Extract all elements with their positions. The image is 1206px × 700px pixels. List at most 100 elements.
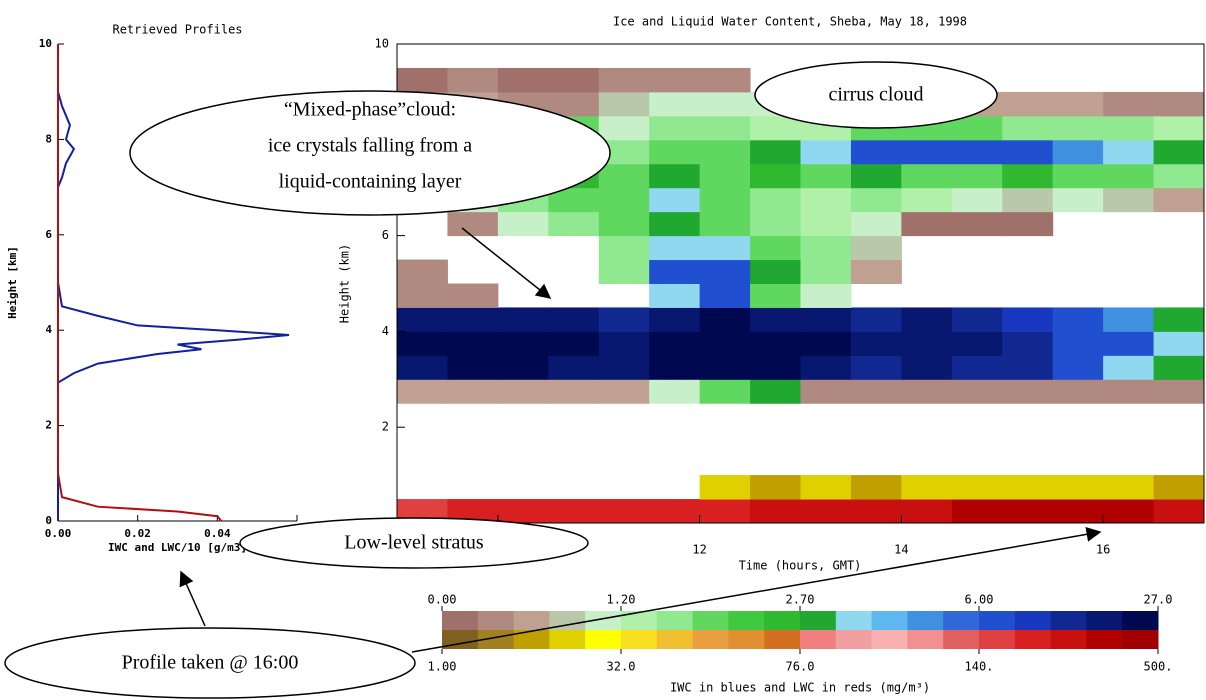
colorbar-cell xyxy=(835,611,873,630)
iwc-cell xyxy=(850,307,902,332)
iwc-cell xyxy=(397,355,448,380)
x-tick-label: 14 xyxy=(894,543,908,557)
iwc-cell xyxy=(1103,307,1155,332)
colorbar-cell xyxy=(943,611,980,630)
colorbar-tick-label: 1.00 xyxy=(428,660,457,674)
colorbar-cell xyxy=(728,630,765,649)
iwc-cell xyxy=(1052,379,1104,404)
iwc-cell xyxy=(699,235,751,261)
iwc-cell xyxy=(397,67,448,93)
iwc-cell xyxy=(750,187,801,213)
colorbar-label: IWC in blues and LWC in reds (mg/m³) xyxy=(670,681,930,695)
callout xyxy=(239,517,589,569)
colorbar-tick-label: 1.20 xyxy=(607,593,636,607)
iwc-cell xyxy=(397,259,448,284)
iwc-cell xyxy=(750,283,801,308)
iwc-cell xyxy=(1153,331,1205,356)
lwc-cell xyxy=(1103,499,1155,524)
y-axis-label: Height (km) xyxy=(338,244,352,323)
callout xyxy=(129,90,611,216)
colorbar-cell xyxy=(585,630,622,649)
iwc-cell xyxy=(649,235,701,261)
profile-line xyxy=(57,44,290,521)
iwc-cell xyxy=(1153,139,1205,165)
iwc-cell xyxy=(901,355,953,380)
iwc-cell xyxy=(598,211,650,237)
iwc-cell xyxy=(1153,187,1205,213)
iwc-cell xyxy=(800,259,852,284)
y-axis-label: Height [km] xyxy=(6,246,19,319)
colorbar-cell xyxy=(1086,630,1123,649)
iwc-cell xyxy=(1153,163,1205,189)
lwc-cell xyxy=(598,499,650,524)
colorbar-cell xyxy=(1014,611,1052,630)
iwc-cell xyxy=(1153,355,1205,380)
iwc-cell xyxy=(649,379,701,404)
callout-text: liquid-containing layer xyxy=(279,171,462,193)
lwc-cell xyxy=(901,499,953,524)
y-tick-label: 6 xyxy=(45,228,52,241)
colorbar-cell xyxy=(656,630,694,649)
iwc-cell xyxy=(598,307,650,332)
iwc-cell xyxy=(649,259,701,284)
iwc-cell xyxy=(598,259,650,284)
iwc-cell xyxy=(397,379,448,404)
iwc-cell xyxy=(800,307,852,332)
iwc-cell xyxy=(497,379,549,404)
iwc-cell xyxy=(901,307,953,332)
lwc-cell xyxy=(850,475,902,500)
iwc-cell xyxy=(901,211,953,237)
colorbar-cell xyxy=(907,611,944,630)
iwc-cell xyxy=(649,355,701,380)
colorbar-cell xyxy=(979,611,1016,630)
colorbar-cell xyxy=(1122,611,1159,630)
iwc-cell xyxy=(1052,139,1104,165)
iwc-cell xyxy=(699,163,751,189)
colorbar-cell xyxy=(835,630,873,649)
iwc-cell xyxy=(951,355,1003,380)
colorbar-cell xyxy=(728,611,765,630)
iwc-cell xyxy=(901,187,953,213)
callout-text: “Mixed-phase”cloud: xyxy=(284,99,456,121)
lwc-cell xyxy=(1052,499,1104,524)
colorbar-cell xyxy=(442,611,479,630)
iwc-cell xyxy=(1002,91,1054,117)
callout-text: ice crystals falling from a xyxy=(268,135,472,157)
colorbar-cell xyxy=(871,630,908,649)
iwc-cell xyxy=(1002,307,1054,332)
colorbar-cell xyxy=(800,630,837,649)
colorbar-tick-label: 500. xyxy=(1144,660,1173,674)
iwc-cell xyxy=(649,331,701,356)
colorbar-cell xyxy=(656,611,694,630)
x-tick-label: 0.02 xyxy=(124,527,151,540)
iwc-cell xyxy=(850,163,902,189)
x-tick-label: 0.00 xyxy=(45,527,72,540)
colorbar-cell xyxy=(692,630,729,649)
iwc-cell xyxy=(447,355,499,380)
iwc-cell xyxy=(1103,187,1155,213)
iwc-cell xyxy=(1103,91,1155,117)
lwc-cell xyxy=(850,499,902,524)
iwc-cell xyxy=(699,67,751,93)
iwc-cell xyxy=(1153,307,1205,332)
iwc-cell xyxy=(699,115,751,141)
iwc-cell xyxy=(750,307,801,332)
colorbar-tick-label: 2.70 xyxy=(786,593,815,607)
iwc-cell xyxy=(497,331,549,356)
iwc-cell xyxy=(447,67,499,93)
iwc-cell xyxy=(1002,355,1054,380)
iwc-cell xyxy=(699,379,751,404)
iwc-cell xyxy=(699,355,751,380)
colorbar-cell xyxy=(477,611,515,630)
arrow xyxy=(461,227,552,299)
colorbar-cell xyxy=(692,611,729,630)
lwc-cell xyxy=(800,475,852,500)
lwc-cell xyxy=(1002,499,1054,524)
colorbar-cell xyxy=(943,630,980,649)
iwc-cell xyxy=(1103,355,1155,380)
iwc-cell xyxy=(497,211,549,237)
iwc-cell xyxy=(497,355,549,380)
iwc-cell xyxy=(548,307,600,332)
x-tick-label: 0.04 xyxy=(204,527,231,540)
y-tick-label: 8 xyxy=(45,132,52,145)
